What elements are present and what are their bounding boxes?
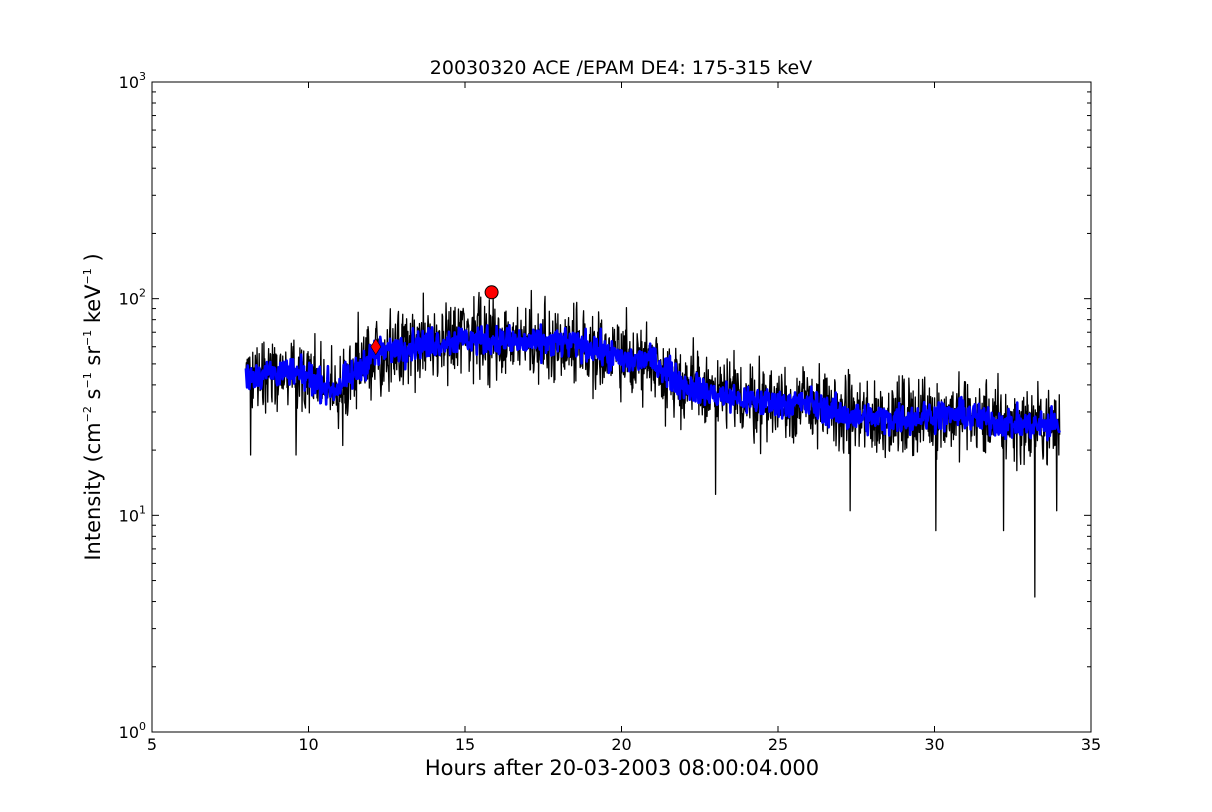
y-tick-label: 100 xyxy=(119,720,146,742)
x-tick-label: 30 xyxy=(924,735,944,754)
marker-layer xyxy=(370,285,499,356)
y-axis-title: Intensity (cm−2 s−1 sr−1 keV−1 ) xyxy=(81,253,105,560)
plot-area xyxy=(151,81,1092,733)
y-axis-title-s: s xyxy=(81,389,105,407)
y-axis-title-s-exponent: −1 xyxy=(81,372,94,388)
y-axis-title-kev-exponent: −1 xyxy=(81,268,94,284)
x-tick-label: 15 xyxy=(455,735,475,754)
y-axis-title-sr-exponent: −1 xyxy=(81,330,94,346)
y-tick-label-base: 10 xyxy=(119,723,139,742)
x-tick-label: 20 xyxy=(611,735,631,754)
smoothed-intensity-line xyxy=(244,323,1061,442)
y-tick-label-exponent: 0 xyxy=(139,720,146,733)
x-tick-label: 5 xyxy=(147,735,157,754)
y-tick-label-base: 10 xyxy=(119,290,139,309)
x-tick-label: 35 xyxy=(1081,735,1101,754)
x-tick-label: 10 xyxy=(298,735,318,754)
y-axis-title-suffix: ) xyxy=(81,253,105,268)
x-tick-label: 25 xyxy=(768,735,788,754)
onset-diamond-marker xyxy=(370,338,382,356)
y-axis-title-sr: sr xyxy=(81,346,105,373)
y-tick-label-base: 10 xyxy=(119,73,139,92)
y-tick-label: 103 xyxy=(119,70,146,92)
peak-circle-marker xyxy=(484,285,499,300)
x-axis-title: Hours after 20-03-2003 08:00:04.000 xyxy=(425,756,819,780)
y-tick-label-exponent: 3 xyxy=(139,70,146,83)
y-axis-title-cm-exponent: −2 xyxy=(81,406,94,422)
series-layer xyxy=(244,289,1061,598)
y-tick-label-exponent: 2 xyxy=(139,287,146,300)
y-axis-title-prefix: Intensity (cm xyxy=(81,422,105,560)
y-tick-label-base: 10 xyxy=(119,506,139,525)
y-tick-label: 102 xyxy=(119,287,146,309)
y-axis-title-kev: keV xyxy=(81,284,105,330)
y-tick-label-exponent: 1 xyxy=(139,503,146,516)
y-tick-label: 101 xyxy=(119,503,146,525)
chart-title: 20030320 ACE /EPAM DE4: 175-315 keV xyxy=(430,57,812,79)
